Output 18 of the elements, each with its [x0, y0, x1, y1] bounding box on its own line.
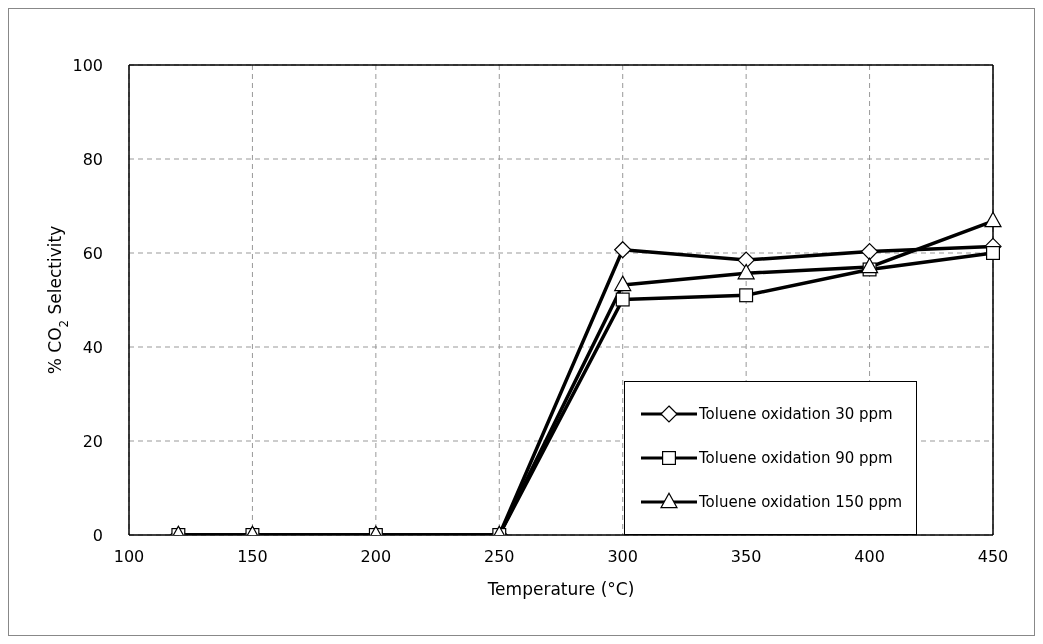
y-tick-label: 100 [72, 55, 103, 75]
x-tick-label: 200 [360, 547, 392, 567]
x-tick-label: 100 [113, 547, 145, 567]
x-tick-label: 350 [730, 547, 762, 567]
y-tick-label: 40 [82, 337, 103, 357]
legend-label: Toluene oxidation 30 ppm [699, 405, 893, 423]
x-tick-label: 250 [484, 547, 515, 567]
x-tick-label: 150 [237, 547, 268, 567]
legend-label: Toluene oxidation 150 ppm [699, 493, 903, 511]
legend-label: Toluene oxidation 90 ppm [699, 449, 893, 467]
y-tick-label: 80 [82, 149, 103, 169]
x-tick-label: 450 [977, 547, 1009, 567]
y-tick-label: 0 [92, 525, 103, 545]
x-tick-label: 400 [854, 547, 885, 567]
x-tick-label: 300 [607, 547, 638, 567]
y-tick-label: 20 [82, 431, 103, 451]
x-axis-title: Temperature (°C) [486, 579, 635, 599]
y-tick-label: 60 [82, 243, 103, 263]
